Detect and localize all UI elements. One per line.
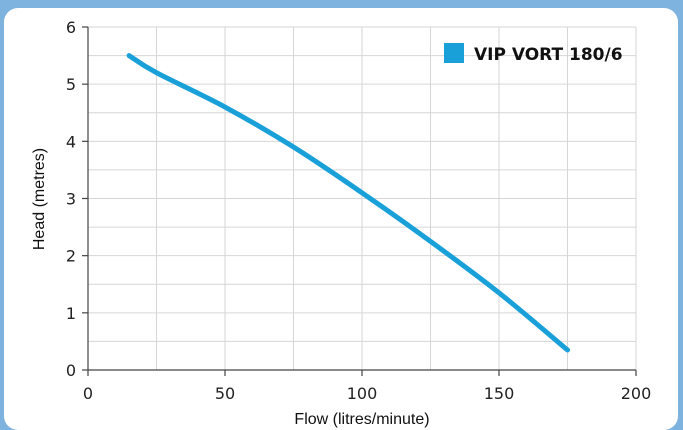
chart-card bbox=[4, 8, 678, 430]
series-group bbox=[126, 53, 570, 353]
x-axis-label: Flow (litres/minute) bbox=[294, 411, 429, 428]
axes bbox=[82, 26, 637, 376]
y-axis-label: Head (metres) bbox=[31, 148, 48, 250]
grid bbox=[88, 26, 637, 370]
y-tick-labels: 0 1 2 3 4 5 6 bbox=[66, 18, 76, 380]
y-tick-label: 3 bbox=[66, 190, 76, 209]
y-tick-label: 6 bbox=[66, 18, 76, 37]
legend: VIP VORT 180/6 bbox=[444, 43, 623, 65]
x-tick-label: 50 bbox=[215, 384, 235, 403]
y-tick-label: 5 bbox=[66, 75, 76, 94]
legend-label: VIP VORT 180/6 bbox=[474, 45, 623, 65]
legend-swatch bbox=[444, 43, 464, 63]
x-tick-labels: 0 50 100 150 200 bbox=[83, 384, 651, 403]
x-tick-label: 100 bbox=[347, 384, 378, 403]
y-tick-label: 2 bbox=[66, 247, 76, 266]
y-tick-label: 1 bbox=[66, 304, 76, 323]
series-line bbox=[126, 53, 570, 353]
y-tick-label: 4 bbox=[66, 132, 76, 151]
x-tick-label: 150 bbox=[484, 384, 515, 403]
y-tick-label: 0 bbox=[66, 361, 76, 380]
x-tick-label: 200 bbox=[621, 384, 652, 403]
x-tick-label: 0 bbox=[83, 384, 93, 403]
